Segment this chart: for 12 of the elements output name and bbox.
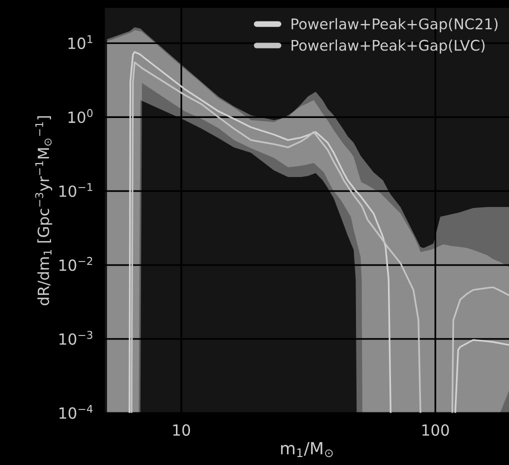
x-tick-label: 100 [422,424,449,436]
x-tick-label: 10 [173,424,190,436]
y-tick-label: 10$^{0}$ [68,109,93,124]
x-axis-title: m$_{1}$/M$_{⊙}$ [281,442,333,458]
text: dR/dm$_{1}$ [Gpc$^{−3}$yr$^{−1}$M$_{⊙}$$^{−1}$] [35,116,52,306]
legend-label: Powerlaw+Peak+Gap(NC21) [292,18,498,32]
legend-label: Powerlaw+Peak+Gap(LVC) [292,40,485,54]
y-tick-label: 10$^{1}$ [68,35,92,50]
y-tick-label: 10$^{−4}$ [60,404,93,419]
y-tick-label: 10$^{−3}$ [60,330,92,345]
y-tick-label: 10$^{−2}$ [60,256,92,271]
y-tick-label: 10$^{−1}$ [60,183,92,197]
